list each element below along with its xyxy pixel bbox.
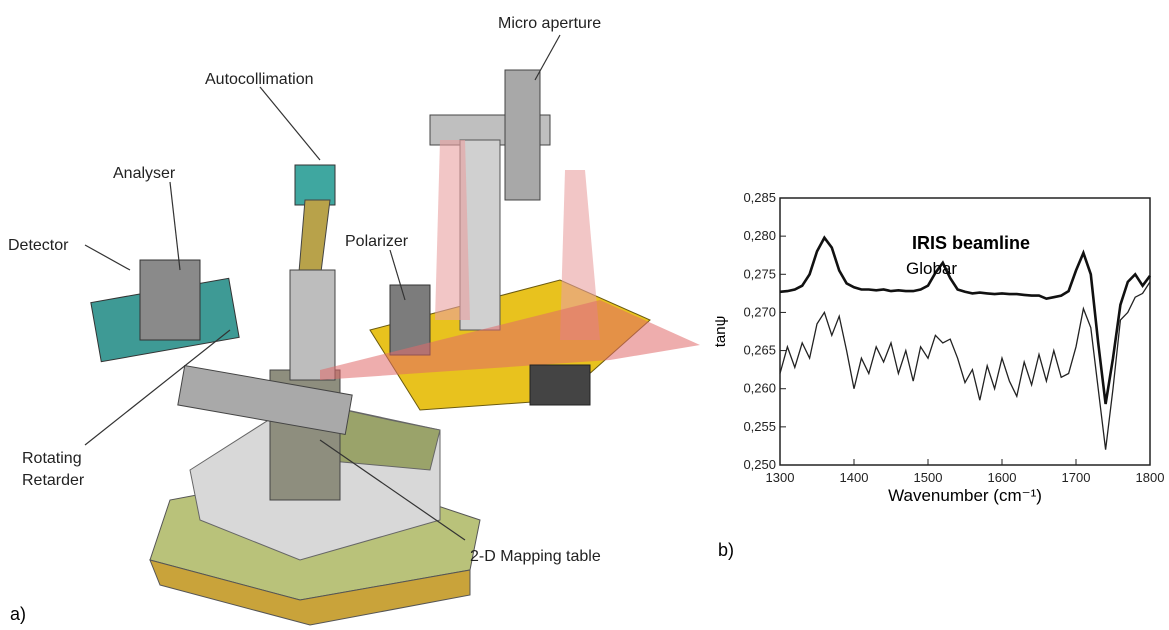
instrument-illustration [91,70,700,625]
page: { "panel_a": { "label": "a)", "callouts"… [0,0,1169,630]
chart: 0,2500,2550,2600,2650,2700,2750,2800,285… [712,190,1164,505]
x-tick-label: 1700 [1062,470,1091,485]
callout-label: 2-D Mapping table [470,548,601,565]
callout-label: Autocollimation [205,71,314,88]
y-tick-label: 0,260 [743,381,776,396]
callout-label: Rotating [22,450,82,467]
y-tick-label: 0,255 [743,419,776,434]
y-tick-label: 0,265 [743,343,776,358]
figure: Micro aperture Autocollimation Analyser Det… [0,0,1169,630]
x-tick-label: 1800 [1136,470,1165,485]
callout-label: Micro aperture [498,15,601,32]
series-label: IRIS beamline [912,233,1030,253]
leader-line [535,35,560,80]
panel-label: b) [718,540,734,560]
x-axis-label: Wavenumber (cm⁻¹) [888,486,1042,505]
callout-label: Analyser [113,165,176,182]
callout-label: Retarder [22,472,85,489]
y-tick-label: 0,270 [743,304,776,319]
leader-line [170,182,180,270]
y-tick-label: 0,280 [743,228,776,243]
y-tick-label: 0,275 [743,266,776,281]
series-label: Globar [906,259,957,278]
leader-line [260,87,320,160]
y-tick-label: 0,285 [743,190,776,205]
callout-label: Detector [8,237,69,254]
callout-label: Polarizer [345,233,409,250]
x-tick-label: 1500 [914,470,943,485]
x-tick-label: 1600 [988,470,1017,485]
leader-line [85,245,130,270]
x-tick-label: 1400 [840,470,869,485]
x-tick-label: 1300 [766,470,795,485]
series-line [780,238,1150,404]
panel-label: a) [10,604,26,624]
y-axis-label: tanψ [712,316,729,348]
